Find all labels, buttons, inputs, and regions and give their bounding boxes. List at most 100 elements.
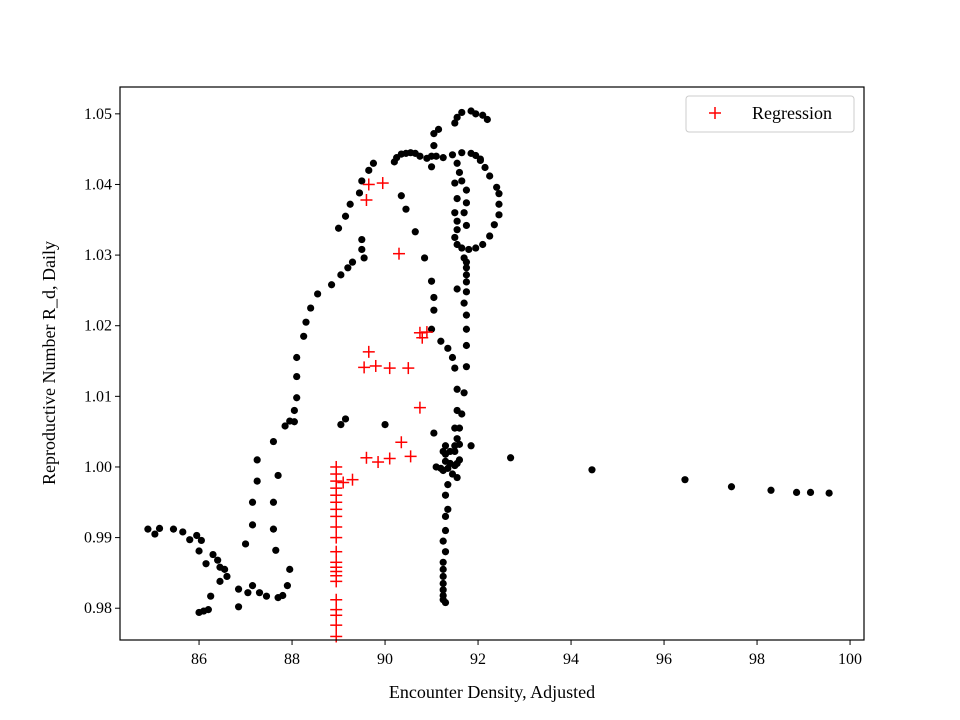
data-point: [186, 536, 194, 544]
y-tick-label: 1.05: [84, 106, 112, 123]
data-point: [453, 226, 461, 234]
data-point: [290, 418, 298, 426]
data-point: [681, 476, 689, 484]
data-point: [381, 420, 389, 429]
data-point: [307, 304, 315, 312]
data-point: [302, 318, 310, 326]
regression-point: [330, 545, 343, 558]
data-point: [493, 183, 501, 191]
data-point: [481, 163, 489, 172]
data-point: [439, 565, 447, 573]
data-point: [462, 341, 471, 350]
x-tick-label: 98: [749, 651, 765, 668]
data-point: [272, 546, 280, 554]
legend-marker-plus: [709, 107, 721, 119]
regression-point: [369, 359, 382, 372]
data-point: [430, 306, 438, 314]
regression-point: [362, 178, 375, 191]
data-point: [462, 199, 471, 207]
data-point: [169, 525, 178, 533]
data-point: [358, 235, 366, 244]
data-point: [448, 151, 457, 159]
data-point: [467, 442, 475, 450]
data-point: [269, 498, 278, 506]
data-point: [248, 582, 257, 590]
data-point: [430, 429, 438, 437]
data-point: [453, 385, 461, 393]
data-point: [255, 589, 264, 597]
y-axis-label: Reproductive Number R_d, Daily: [39, 241, 59, 485]
data-point: [346, 200, 354, 208]
data-point: [588, 466, 596, 474]
regression-point: [395, 436, 408, 449]
data-point: [341, 212, 350, 220]
data-point: [253, 477, 261, 485]
x-tick-label: 94: [563, 651, 579, 668]
data-point: [314, 290, 322, 298]
data-point: [444, 344, 452, 352]
regression-point: [376, 177, 389, 190]
data-point: [441, 526, 450, 535]
x-tick-label: 88: [284, 651, 300, 668]
data-point: [195, 608, 203, 617]
data-point: [448, 353, 457, 362]
data-point: [300, 332, 308, 340]
data-point: [155, 524, 164, 533]
data-point: [441, 457, 450, 465]
data-point: [411, 228, 419, 236]
data-point: [455, 168, 464, 177]
data-point: [279, 591, 287, 600]
data-point: [458, 177, 466, 185]
data-point: [360, 254, 368, 262]
series-regression: [330, 177, 433, 643]
data-point: [483, 115, 491, 124]
data-point: [427, 325, 436, 333]
data-point: [453, 113, 461, 121]
data-point: [441, 491, 450, 499]
regression-point: [362, 345, 375, 358]
data-point: [462, 258, 471, 266]
data-point: [451, 233, 459, 242]
data-point: [427, 277, 436, 285]
data-point: [439, 586, 447, 594]
data-point: [451, 447, 459, 456]
data-point: [337, 420, 345, 429]
data-point: [365, 166, 373, 174]
y-tick-label: 1.03: [84, 247, 112, 264]
regression-point: [346, 473, 359, 486]
x-axis-label: Encounter Density, Adjusted: [389, 682, 595, 702]
data-point: [462, 271, 471, 279]
data-point: [462, 311, 471, 319]
data-point: [441, 548, 450, 556]
regression-point: [383, 362, 396, 375]
data-point: [479, 111, 487, 119]
regression-point: [402, 362, 415, 375]
data-point: [451, 209, 459, 217]
data-point: [430, 130, 438, 138]
regression-point: [383, 452, 396, 465]
data-point: [451, 364, 459, 372]
data-point: [460, 389, 468, 397]
legend-label-regression: Regression: [752, 103, 832, 123]
data-point: [334, 224, 343, 232]
data-point: [204, 606, 212, 614]
data-point: [197, 536, 205, 545]
data-point: [430, 142, 438, 150]
data-point: [355, 189, 364, 197]
x-tick-label: 86: [191, 651, 207, 668]
regression-point: [330, 510, 343, 523]
data-point: [453, 217, 461, 225]
data-point: [444, 481, 452, 489]
data-point: [444, 505, 452, 513]
y-tick-label: 1.01: [84, 388, 112, 405]
data-point: [444, 464, 452, 472]
data-point: [151, 530, 159, 538]
regression-point: [420, 326, 433, 339]
data-point: [460, 209, 468, 217]
data-point: [472, 110, 480, 118]
data-point: [262, 592, 271, 600]
data-point: [453, 435, 461, 443]
regression-point: [393, 247, 405, 260]
x-tick-label: 96: [656, 651, 672, 668]
